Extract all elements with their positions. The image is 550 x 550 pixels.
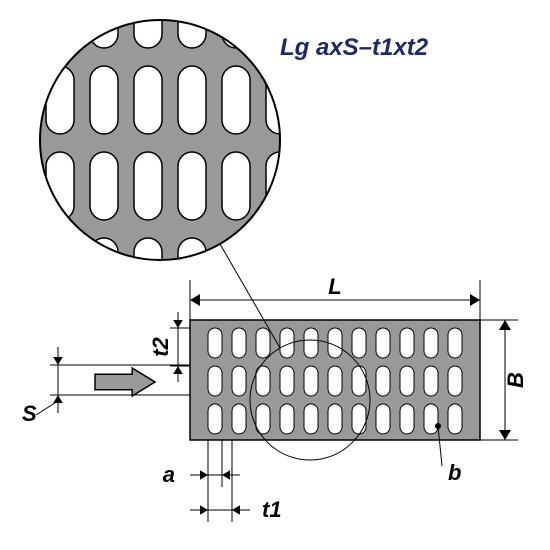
perforated-sheet <box>190 320 480 440</box>
diagram: L Bt2 Sa t1 b <box>22 0 528 522</box>
thickness-arrow-icon <box>95 368 155 396</box>
dim-b: b <box>448 460 461 485</box>
dim-t2: t2 <box>148 336 173 356</box>
dim-S: S <box>22 401 37 426</box>
dim-B: B <box>503 372 528 388</box>
dim-a: a <box>163 462 175 487</box>
dim-L: L <box>328 274 341 299</box>
diagram-title: Lg axS–t1xt2 <box>280 34 429 61</box>
dim-t1: t1 <box>262 497 282 522</box>
